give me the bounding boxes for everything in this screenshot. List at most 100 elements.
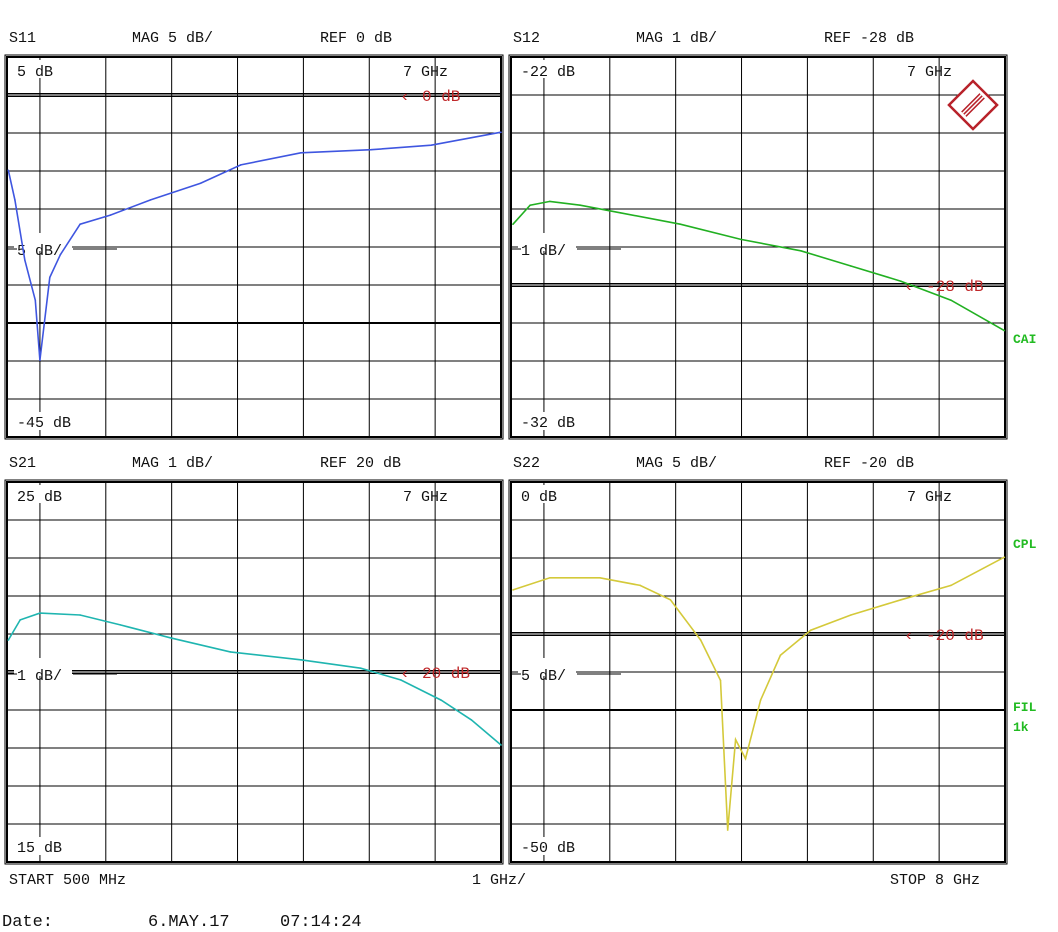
trace-point [39, 612, 41, 614]
reference-level: REF 0 dB [320, 30, 392, 47]
side-annotation: CPL [1013, 537, 1037, 552]
trace-point [299, 659, 302, 661]
marker-frequency: 7 GHz [403, 489, 448, 506]
trace-point [744, 757, 747, 760]
date-value: 6.MAY.17 [148, 913, 230, 932]
label-background [14, 233, 72, 251]
reference-level: REF -20 dB [824, 455, 914, 472]
reference-marker-value: -28 dB [926, 278, 984, 296]
reference-marker-value: -20 dB [926, 627, 984, 645]
trace-point [900, 280, 902, 283]
trace-point [440, 699, 442, 701]
trace-s12 [512, 200, 1005, 332]
trace-point [779, 654, 782, 657]
trace-point [549, 200, 551, 203]
trace-point [1003, 556, 1006, 559]
plot-frame-outer [4, 479, 504, 865]
trace-point [850, 614, 852, 616]
label-background [11, 60, 71, 78]
magnitude-scale: MAG 5 dB/ [636, 455, 717, 472]
parameter-label: S22 [513, 455, 540, 472]
reference-marker-arrow: ‹ [904, 278, 914, 296]
label-background [515, 837, 595, 855]
trace-s22 [512, 556, 1005, 831]
parameter-label: S12 [513, 30, 540, 47]
trace-point [59, 253, 62, 256]
trace-point [39, 359, 41, 362]
parameter-label: S11 [9, 30, 36, 47]
bottom-scale-label: 15 dB [17, 840, 62, 857]
trace-point [512, 589, 514, 591]
trace-point [719, 679, 722, 682]
trace-point [7, 169, 10, 172]
reference-marker-arrow: ‹ [904, 627, 914, 645]
reference-marker-arrow: ‹ [400, 88, 410, 106]
plot-frame-outer [508, 54, 1008, 440]
trace-point [7, 639, 10, 641]
label-background [11, 412, 91, 430]
scale-per-division: 5 dB/ [521, 668, 566, 685]
side-annotation: CAI [1013, 332, 1036, 347]
side-annotation: 1k [1013, 720, 1029, 735]
label-background [11, 485, 71, 503]
bottom-scale-label: -45 dB [17, 415, 71, 432]
label-background [515, 412, 595, 430]
trace-point [699, 639, 702, 641]
marker-frequency: 7 GHz [907, 64, 952, 81]
trace-point [800, 250, 802, 252]
time-value: 07:14:24 [280, 913, 362, 932]
label-background [518, 658, 576, 676]
trace-s11 [7, 131, 502, 361]
trace-point [149, 199, 152, 201]
span-per-division: 1 GHz/ [472, 872, 526, 889]
reference-level: REF -28 dB [824, 30, 914, 47]
trace-point [512, 223, 514, 225]
label-background [515, 485, 575, 503]
top-scale-label: 0 dB [521, 489, 557, 506]
trace-point [229, 651, 232, 653]
trace-point [529, 204, 531, 206]
bottom-scale-label: -50 dB [521, 840, 575, 857]
reference-marker-arrow: ‹ [400, 665, 410, 683]
trace-point [740, 238, 742, 241]
bottom-scale-label: -32 dB [521, 415, 575, 432]
trace-point [950, 584, 952, 587]
trace-point [79, 223, 81, 225]
trace-point [109, 214, 112, 216]
magnitude-scale: MAG 1 dB/ [636, 30, 717, 47]
trace-point [299, 151, 302, 154]
trace-point [809, 629, 812, 631]
trace-point [850, 265, 852, 267]
trace-point [726, 829, 729, 831]
trace-point [34, 299, 37, 302]
scale-per-division: 5 dB/ [17, 243, 62, 260]
magnitude-scale: MAG 1 dB/ [132, 455, 213, 472]
reference-level: REF 20 dB [320, 455, 401, 472]
trace-point [240, 164, 242, 166]
trace-point [639, 584, 641, 587]
trace-point [430, 144, 432, 146]
trace-point [470, 719, 473, 721]
date-label: Date: [2, 913, 53, 932]
trace-point [49, 276, 51, 279]
trace-point [900, 599, 902, 601]
panel-s11: S11 MAG 5 dB/REF 0 dB 5 dB -45 dB 7 GHz 5 dB/… [4, 30, 504, 440]
trace-point [500, 131, 502, 134]
trace-point [950, 299, 952, 302]
reference-marker-value: 0 dB [422, 88, 460, 106]
magnitude-scale: MAG 5 dB/ [132, 30, 213, 47]
trace-point [500, 744, 502, 746]
trace-point [400, 679, 402, 681]
trace-point [14, 199, 16, 201]
side-annotation: FIL [1013, 700, 1037, 715]
trace-point [359, 667, 362, 669]
top-scale-label: -22 dB [521, 64, 575, 81]
trace-point [734, 738, 737, 741]
panel-s22: S22 MAG 5 dB/REF -20 dB 0 dB -50 dB 7 GHz 5 d… [508, 455, 1037, 865]
plot-frame-outer [4, 54, 504, 440]
top-scale-label: 5 dB [17, 64, 53, 81]
panel-s21: S21 MAG 1 dB/REF 20 dB 25 dB 15 dB 7 GHz 1 dB… [4, 455, 504, 865]
label-background [11, 837, 91, 855]
